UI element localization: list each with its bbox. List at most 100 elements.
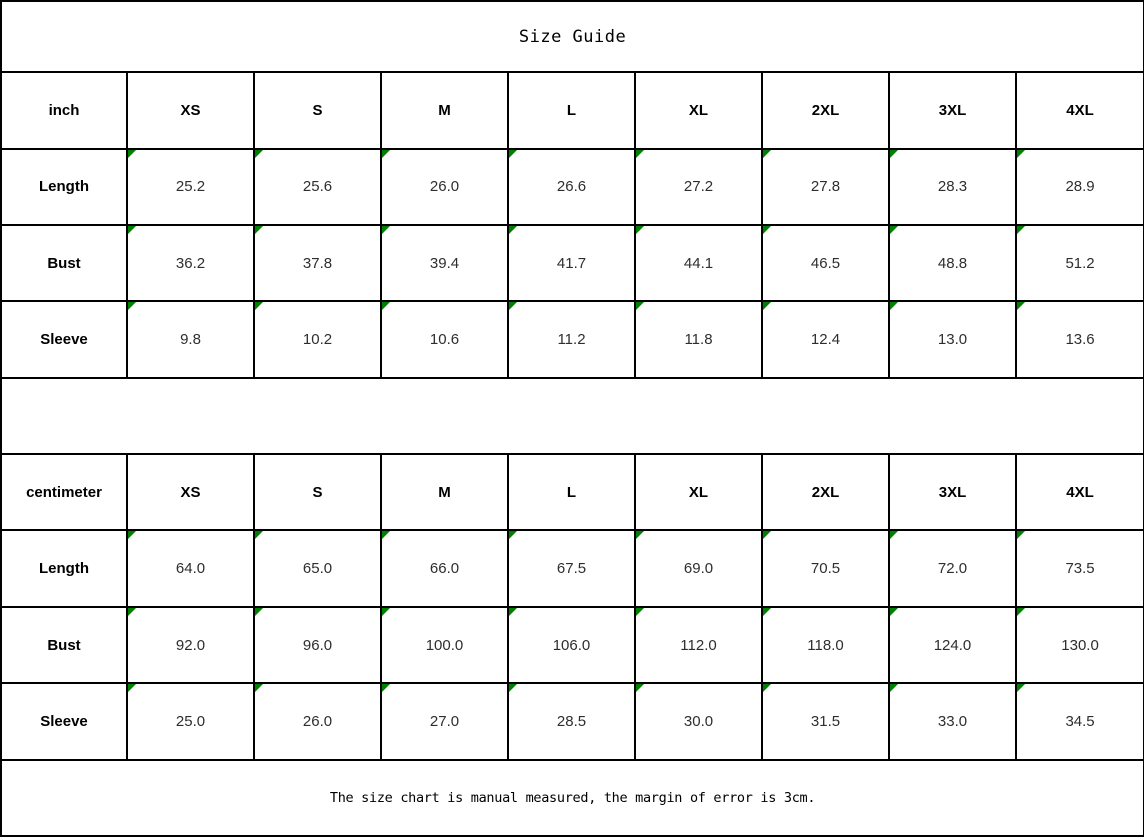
size-value-cell: 124.0 [888,605,1017,685]
size-value: 67.5 [556,560,587,578]
cell-corner-marker-icon [383,532,390,540]
size-value: 100.0 [425,636,464,654]
size-value-cell: 28.9 [1014,147,1144,227]
size-value: 130.0 [1061,636,1099,654]
cell-corner-marker-icon [637,608,644,616]
size-value-cell: 36.2 [126,224,255,303]
size-value-cell: 30.0 [634,682,763,761]
size-value: 13.6 [1065,331,1095,349]
centimeter-length-row: Length 64.0 65.0 66.0 67.5 69.0 70.5 72.… [0,529,1144,608]
size-value-cell: 13.6 [1014,300,1144,379]
cell-corner-marker-icon [510,685,517,693]
size-value: 92.0 [175,636,206,654]
size-value-cell: 112.0 [634,605,763,685]
size-value: 64.0 [175,560,206,578]
size-value: 28.9 [1065,178,1095,196]
column-header-4xl: 4XL [1014,71,1144,150]
cell-corner-marker-icon [129,608,136,616]
size-value: 25.2 [175,178,206,196]
cell-corner-marker-icon [1018,150,1025,158]
size-value-cell: 41.7 [507,224,636,303]
column-header-xs: XS [126,71,255,150]
cell-corner-marker-icon [383,685,390,693]
size-value-cell: 106.0 [507,605,636,685]
size-value: 41.7 [556,254,587,272]
size-value: 112.0 [680,636,717,654]
cell-corner-marker-icon [891,608,898,616]
size-value: 65.0 [302,560,333,578]
size-value-cell: 31.5 [761,682,890,761]
size-value: 27.2 [683,178,714,196]
column-header-3xl: 3XL [888,71,1017,150]
size-value: 106.0 [552,636,591,654]
size-value: 118.0 [807,636,844,654]
size-value-cell: 10.2 [253,300,382,379]
row-label-bust: Bust [0,224,128,303]
size-value: 46.5 [810,254,841,272]
size-value-cell: 44.1 [634,224,763,303]
size-value-cell: 48.8 [888,224,1017,303]
size-value-cell: 65.0 [253,529,382,608]
row-label-length: Length [0,147,128,227]
size-value: 30.0 [683,712,714,730]
size-value-cell: 33.0 [888,682,1017,761]
inch-bust-row: Bust 36.2 37.8 39.4 41.7 44.1 46.5 48.8 … [0,224,1144,303]
cell-corner-marker-icon [129,227,136,235]
column-header-m: M [380,71,509,150]
column-header-s: S [253,453,382,532]
size-value: 27.8 [810,178,841,196]
size-value: 33.0 [937,712,968,730]
size-value: 66.0 [429,560,460,578]
cell-corner-marker-icon [637,303,644,311]
column-header-4xl: 4XL [1014,453,1144,532]
column-header-s: S [253,71,382,150]
size-value-cell: 39.4 [380,224,509,303]
cell-corner-marker-icon [764,532,771,540]
size-value-cell: 72.0 [888,529,1017,608]
size-value: 36.2 [175,254,206,272]
size-value-cell: 96.0 [253,605,382,685]
size-value-cell: 92.0 [126,605,255,685]
cell-corner-marker-icon [1018,685,1025,693]
unit-label-inch: inch [0,71,128,150]
cell-corner-marker-icon [1018,608,1025,616]
size-value: 44.1 [683,254,714,272]
size-value-cell: 69.0 [634,529,763,608]
size-value-cell: 73.5 [1014,529,1144,608]
size-value: 34.5 [1065,712,1095,730]
size-value-cell: 70.5 [761,529,890,608]
row-label-length: Length [0,529,128,608]
size-value: 12.4 [810,331,841,349]
size-value-cell: 34.5 [1014,682,1144,761]
size-value-cell: 27.0 [380,682,509,761]
size-value-cell: 28.3 [888,147,1017,227]
column-header-l: L [507,453,636,532]
size-value: 37.8 [302,254,333,272]
size-value-cell: 27.8 [761,147,890,227]
cell-corner-marker-icon [383,150,390,158]
cell-corner-marker-icon [637,685,644,693]
size-value: 31.5 [810,712,841,730]
cell-corner-marker-icon [764,608,771,616]
cell-corner-marker-icon [1018,532,1025,540]
cell-corner-marker-icon [637,150,644,158]
cell-corner-marker-icon [129,685,136,693]
size-value-cell: 27.2 [634,147,763,227]
row-label-sleeve: Sleeve [0,300,128,379]
size-value-cell: 64.0 [126,529,255,608]
size-value: 25.6 [302,178,333,196]
size-value: 26.0 [302,712,333,730]
size-value: 69.0 [683,560,714,578]
cell-corner-marker-icon [383,303,390,311]
size-value: 11.8 [684,331,713,349]
size-value: 51.2 [1065,254,1095,272]
size-value-cell: 13.0 [888,300,1017,379]
column-header-xs: XS [126,453,255,532]
cell-corner-marker-icon [1018,303,1025,311]
cell-corner-marker-icon [891,227,898,235]
spacer-row [0,376,1144,456]
footer-row: The size chart is manual measured, the m… [0,758,1144,837]
cell-corner-marker-icon [891,532,898,540]
